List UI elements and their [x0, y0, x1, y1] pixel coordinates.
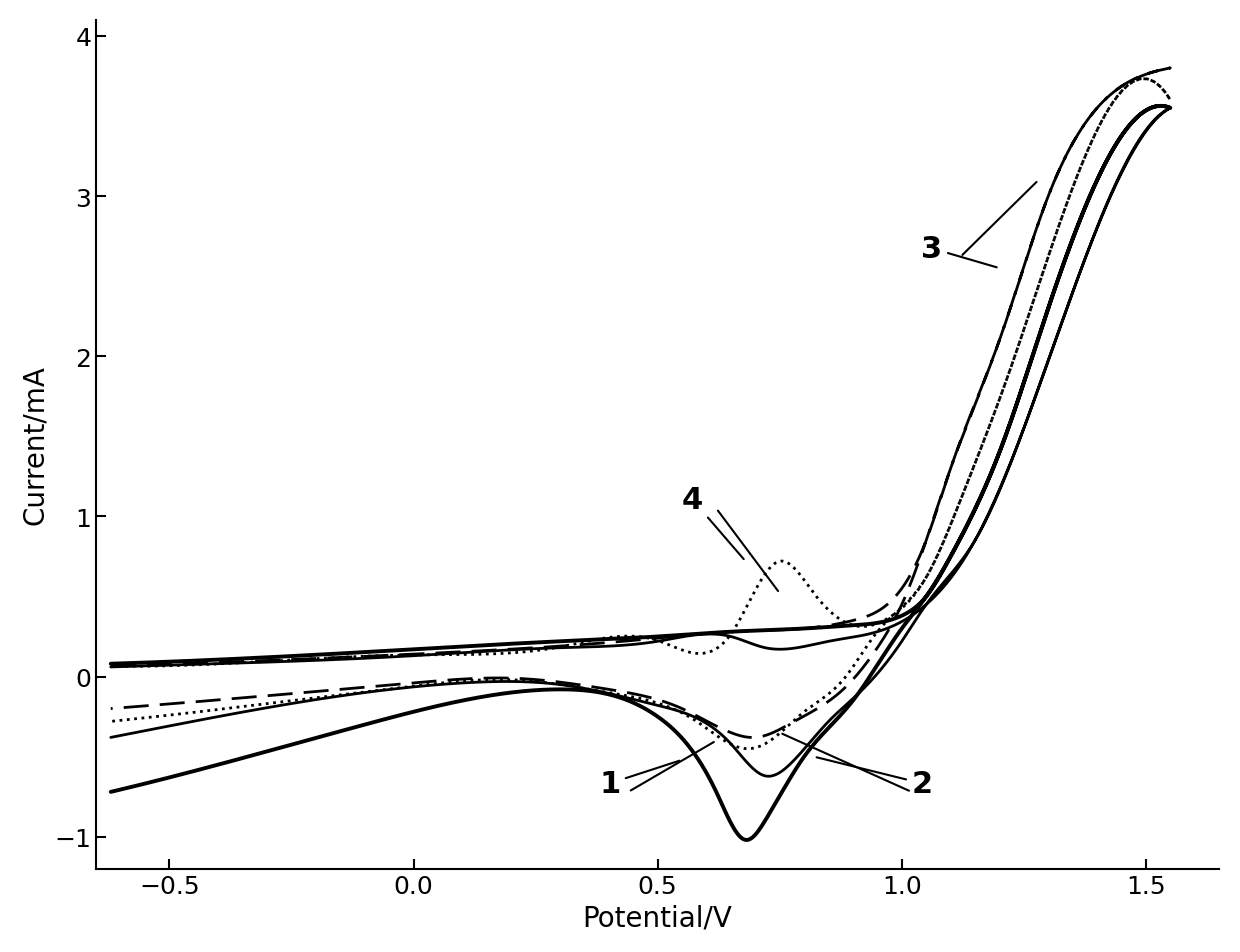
Text: 4: 4	[682, 486, 744, 560]
Text: 2: 2	[817, 758, 932, 798]
Y-axis label: Current/mA: Current/mA	[21, 365, 48, 525]
Text: 3: 3	[921, 234, 997, 268]
Text: 1: 1	[599, 761, 680, 798]
X-axis label: Potential/V: Potential/V	[583, 903, 733, 931]
